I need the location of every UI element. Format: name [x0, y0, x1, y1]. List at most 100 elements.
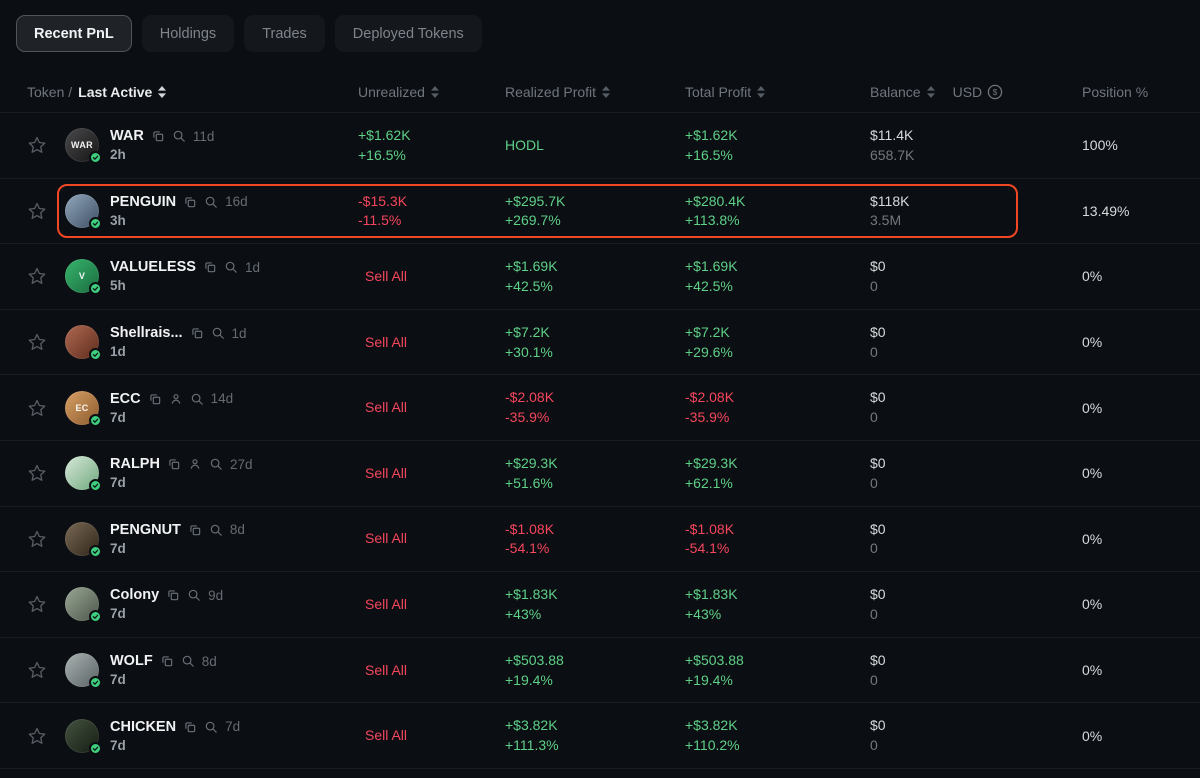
star-icon[interactable] [27, 398, 47, 418]
token-avatar[interactable] [65, 719, 99, 753]
token-avatar-text: V [79, 271, 85, 281]
table-row[interactable]: RALPH 27d 7d Sell All [0, 441, 1200, 507]
sell-all-button[interactable]: Sell All [358, 268, 505, 285]
verified-badge-icon [89, 348, 102, 361]
star-icon[interactable] [27, 529, 47, 549]
copy-icon[interactable] [151, 129, 165, 143]
copy-icon[interactable] [188, 523, 202, 537]
total-value: -$1.08K [685, 521, 870, 538]
search-icon[interactable] [211, 326, 225, 340]
star-icon[interactable] [27, 726, 47, 746]
sell-all-button[interactable]: Sell All [358, 662, 505, 679]
copy-icon[interactable] [160, 654, 174, 668]
sell-all-button[interactable]: Sell All [358, 334, 505, 351]
sell-all-button[interactable]: Sell All [358, 596, 505, 613]
coin-icon[interactable]: $ [987, 84, 1003, 100]
token-avatar[interactable] [65, 456, 99, 490]
token-cell: EC ECC 14d [60, 391, 358, 425]
usd-currency-toggle[interactable]: USD $ [953, 84, 1004, 100]
search-icon[interactable] [209, 457, 223, 471]
copy-icon[interactable] [203, 260, 217, 274]
token-avatar[interactable] [65, 587, 99, 621]
position-percent: 0% [1082, 268, 1200, 284]
token-name[interactable]: VALUELESS [110, 259, 196, 275]
token-name[interactable]: WAR [110, 128, 144, 144]
copy-icon[interactable] [167, 457, 181, 471]
token-name[interactable]: Colony [110, 587, 159, 603]
table-row[interactable]: V VALUELESS 1d 5h [0, 244, 1200, 310]
sell-all-button[interactable]: Sell All [358, 465, 505, 482]
sort-arrows-icon[interactable] [158, 86, 166, 98]
copy-icon[interactable] [190, 326, 204, 340]
token-name[interactable]: CHICKEN [110, 719, 176, 735]
table-row[interactable]: Colony 9d 7d Sell All +$1.83K +43 [0, 572, 1200, 638]
header-total-profit[interactable]: Total Profit [685, 84, 870, 100]
token-avatar[interactable]: V [65, 259, 99, 293]
header-realized-profit[interactable]: Realized Profit [505, 84, 685, 100]
table-row[interactable]: Shellrais... 1d 1d Sell All +$7.2K [0, 310, 1200, 376]
table-row[interactable]: CHICKEN 7d 7d Sell All +$3.82K +1 [0, 703, 1200, 769]
tab-trades[interactable]: Trades [244, 15, 325, 52]
token-name[interactable]: Shellrais... [110, 325, 183, 341]
sell-all-button[interactable]: Sell All [358, 399, 505, 416]
table-row[interactable]: PENGUIN 16d 3h -$15.3K -11.5% +$295.7K [0, 179, 1200, 245]
table-row[interactable]: WAR WAR 11d 2h [0, 113, 1200, 179]
table-row[interactable]: WOLF 8d 7d Sell All +$503.88 +19. [0, 638, 1200, 704]
total-profit-cell: +$29.3K +62.1% [685, 455, 870, 492]
total-profit-cell: +$7.2K +29.6% [685, 324, 870, 361]
search-icon[interactable] [187, 588, 201, 602]
tab-holdings[interactable]: Holdings [142, 15, 234, 52]
sell-all-button[interactable]: Sell All [358, 727, 505, 744]
header-balance[interactable]: Balance USD $ [870, 84, 1082, 100]
search-icon[interactable] [224, 260, 238, 274]
search-icon[interactable] [181, 654, 195, 668]
realized-profit-cell: +$1.69K +42.5% [505, 258, 685, 295]
star-icon[interactable] [27, 660, 47, 680]
token-name[interactable]: WOLF [110, 653, 153, 669]
table-row[interactable]: PENGNUT 8d 7d Sell All -$1.08K -5 [0, 507, 1200, 573]
token-avatar[interactable] [65, 194, 99, 228]
search-icon[interactable] [204, 720, 218, 734]
token-avatar[interactable] [65, 522, 99, 556]
search-icon[interactable] [209, 523, 223, 537]
star-icon[interactable] [27, 594, 47, 614]
chef-icon [188, 457, 202, 471]
token-name[interactable]: ECC [110, 391, 141, 407]
token-name[interactable]: PENGNUT [110, 522, 181, 538]
copy-icon[interactable] [183, 195, 197, 209]
token-avatar[interactable]: EC [65, 391, 99, 425]
star-icon[interactable] [27, 266, 47, 286]
copy-icon[interactable] [148, 392, 162, 406]
sort-arrows-icon[interactable] [602, 86, 610, 98]
search-icon[interactable] [190, 392, 204, 406]
sort-arrows-icon[interactable] [927, 86, 935, 98]
tab-recent-pnl[interactable]: Recent PnL [16, 15, 132, 52]
star-icon[interactable] [27, 463, 47, 483]
copy-icon[interactable] [166, 588, 180, 602]
header-position[interactable]: Position % [1082, 84, 1200, 100]
realized-percent: +19.4% [505, 672, 685, 689]
table-row[interactable]: EC ECC 14d [0, 375, 1200, 441]
star-icon[interactable] [27, 201, 47, 221]
token-name[interactable]: RALPH [110, 456, 160, 472]
search-icon[interactable] [172, 129, 186, 143]
realized-profit-cell: -$1.08K -54.1% [505, 521, 685, 558]
header-last-active-label[interactable]: Last Active [78, 84, 152, 100]
star-icon[interactable] [27, 332, 47, 352]
token-avatar[interactable] [65, 653, 99, 687]
sell-all-button[interactable]: Sell All [358, 530, 505, 547]
tab-deployed-tokens[interactable]: Deployed Tokens [335, 15, 482, 52]
token-age: 1d [245, 260, 260, 275]
total-percent: +43% [685, 606, 870, 623]
total-value: +$280.4K [685, 193, 870, 210]
header-unrealized[interactable]: Unrealized [358, 84, 505, 100]
token-avatar[interactable]: WAR [65, 128, 99, 162]
sort-arrows-icon[interactable] [431, 86, 439, 98]
copy-icon[interactable] [183, 720, 197, 734]
search-icon[interactable] [204, 195, 218, 209]
star-icon[interactable] [27, 135, 47, 155]
header-token-last-active[interactable]: Token / Last Active [0, 84, 358, 100]
token-name[interactable]: PENGUIN [110, 194, 176, 210]
sort-arrows-icon[interactable] [757, 86, 765, 98]
token-avatar[interactable] [65, 325, 99, 359]
